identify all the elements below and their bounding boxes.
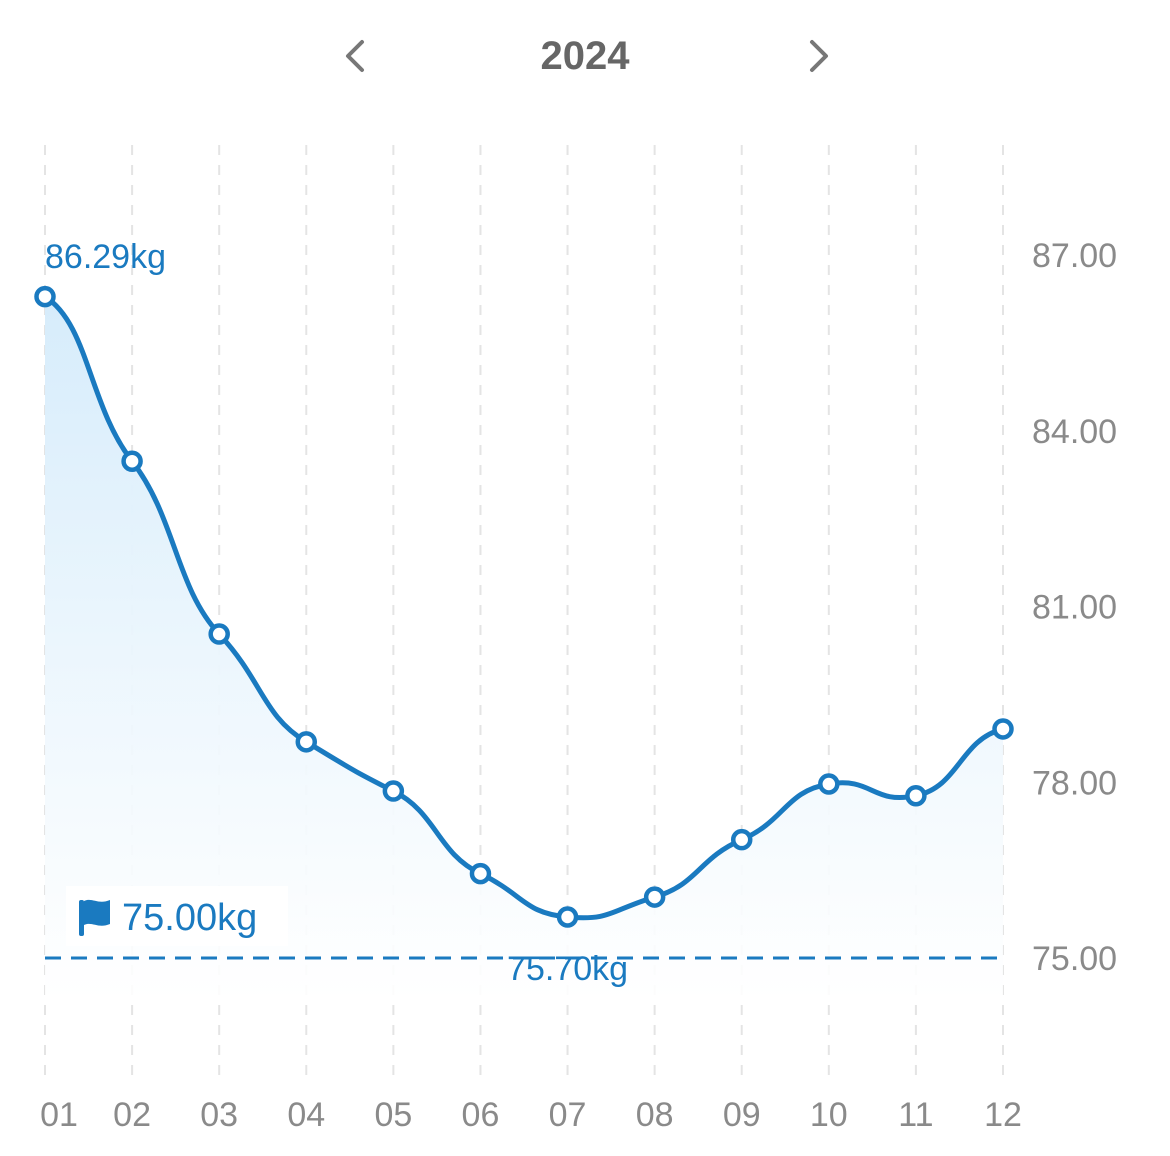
data-point[interactable] [556, 906, 579, 928]
data-point[interactable] [34, 285, 56, 308]
goal-label: 75.00kg [122, 897, 257, 939]
data-point[interactable] [992, 718, 1014, 740]
max-value-label: 86.29kg [45, 238, 166, 276]
y-tick-label: 84.00 [1032, 413, 1117, 451]
y-tick-label: 75.00 [1032, 940, 1117, 978]
y-tick-label: 87.00 [1032, 237, 1117, 275]
data-point[interactable] [469, 862, 492, 885]
data-point[interactable] [905, 784, 927, 807]
y-tick-label: 81.00 [1032, 589, 1117, 627]
goal-badge: 75.00kg [66, 886, 288, 946]
x-tick-label: 02 [113, 1096, 151, 1134]
year-label: 2024 [540, 34, 630, 78]
x-tick-label: 01 [40, 1096, 78, 1134]
data-point[interactable] [730, 828, 753, 851]
data-point[interactable] [121, 450, 143, 472]
chevron-left-icon [346, 40, 364, 72]
x-tick-label: 07 [549, 1096, 587, 1134]
x-tick-label: 10 [810, 1096, 848, 1134]
data-point[interactable] [382, 780, 405, 802]
x-tick-label: 09 [723, 1096, 761, 1134]
chevron-right-icon [810, 40, 828, 72]
data-point[interactable] [295, 731, 318, 753]
year-navigator: 2024 [0, 28, 1170, 88]
data-point[interactable] [643, 886, 666, 908]
x-tick-label: 11 [898, 1096, 933, 1134]
area-fill [45, 296, 1003, 1000]
x-tick-label: 04 [287, 1096, 325, 1134]
y-tick-label: 78.00 [1032, 764, 1117, 802]
min-value-label: 75.70kg [507, 950, 628, 988]
flag-icon [79, 899, 110, 936]
x-tick-label: 12 [984, 1096, 1022, 1134]
x-tick-label: 06 [462, 1096, 500, 1134]
next-year-button[interactable] [794, 28, 844, 84]
data-point[interactable] [818, 773, 840, 795]
data-point[interactable] [208, 623, 230, 645]
x-tick-label: 08 [636, 1096, 674, 1134]
x-tick-label: 05 [374, 1096, 412, 1134]
x-tick-label: 03 [200, 1096, 238, 1134]
prev-year-button[interactable] [330, 28, 380, 84]
